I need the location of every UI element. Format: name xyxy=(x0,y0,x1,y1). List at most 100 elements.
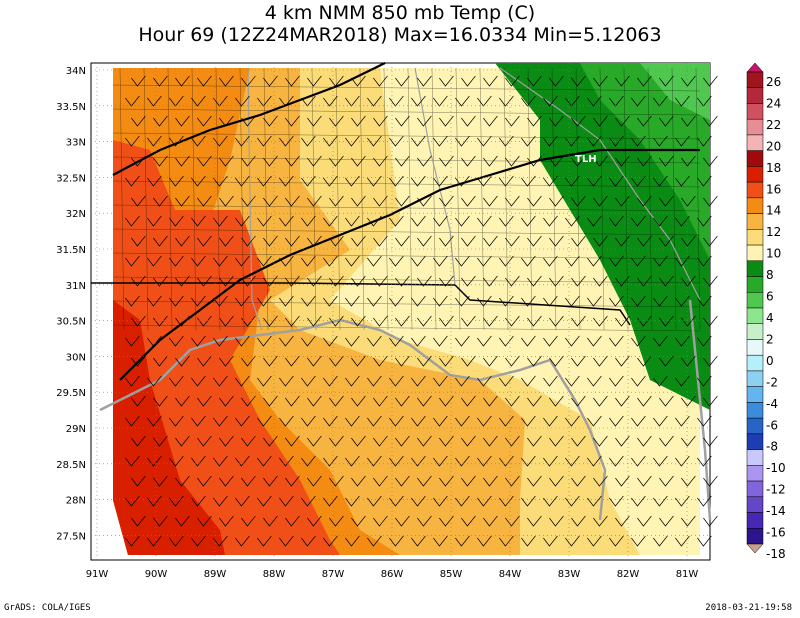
wind-barb xyxy=(681,195,696,207)
wind-barb xyxy=(521,135,536,147)
wind-barb xyxy=(571,435,586,447)
wind-barb xyxy=(461,195,476,207)
colorbar-bottom-arrow xyxy=(746,543,764,554)
wind-barb xyxy=(455,375,470,387)
wind-barb xyxy=(307,395,322,407)
wind-barb xyxy=(219,515,234,527)
wind-barb xyxy=(593,115,608,127)
wind-barb xyxy=(549,435,564,447)
wind-barb xyxy=(285,75,300,87)
colorbar-segment xyxy=(746,402,764,419)
wind-barb xyxy=(681,475,696,487)
wind-barb xyxy=(279,295,294,307)
wind-barb xyxy=(505,195,520,207)
wind-barb xyxy=(681,75,696,87)
wind-barb xyxy=(565,295,580,307)
wind-barb xyxy=(351,435,366,447)
wind-barb xyxy=(301,135,316,147)
wind-barb xyxy=(609,455,624,467)
wind-barb xyxy=(263,155,278,167)
colorbar-label: 2 xyxy=(766,332,774,346)
wind-barb xyxy=(703,475,718,487)
wind-barb xyxy=(235,175,250,187)
wind-barb xyxy=(653,495,668,507)
wind-barb xyxy=(505,115,520,127)
highway-line-central xyxy=(119,148,700,381)
colorbar-segment xyxy=(746,307,764,324)
wind-barb xyxy=(461,355,476,367)
county-line xyxy=(143,67,149,331)
wind-barb xyxy=(395,75,410,87)
wind-barb xyxy=(367,455,382,467)
wind-barb xyxy=(257,415,272,427)
wind-barb xyxy=(499,95,514,107)
wind-barb xyxy=(411,95,426,107)
wind-barb xyxy=(197,395,212,407)
wind-barb xyxy=(521,535,536,547)
wind-barb xyxy=(197,355,212,367)
wind-barb xyxy=(637,515,652,527)
colorbar-label: 6 xyxy=(766,290,774,304)
wind-barb xyxy=(389,455,404,467)
wind-barb xyxy=(571,75,586,87)
county-line xyxy=(671,67,677,331)
wind-barb xyxy=(505,155,520,167)
wind-barb xyxy=(587,175,602,187)
colorbar-segment xyxy=(746,386,764,403)
wind-barb xyxy=(417,275,432,287)
wind-barb xyxy=(389,135,404,147)
wind-barb xyxy=(659,275,674,287)
wind-barb xyxy=(241,275,256,287)
wind-barb xyxy=(697,215,712,227)
wind-barb xyxy=(653,535,668,547)
wind-barb xyxy=(257,535,272,547)
lon-label: 87W xyxy=(322,569,345,580)
county-line xyxy=(455,67,461,331)
wind-barb xyxy=(637,75,652,87)
lat-label: 30.5N xyxy=(56,317,86,328)
wind-barb xyxy=(285,235,300,247)
wind-barb xyxy=(147,455,162,467)
county-line xyxy=(112,84,701,92)
wind-barb xyxy=(527,235,542,247)
wind-barb xyxy=(219,155,234,167)
wind-barb xyxy=(593,435,608,447)
wind-barb xyxy=(703,115,718,127)
wind-barb xyxy=(659,195,674,207)
wind-barb xyxy=(631,255,646,267)
county-line xyxy=(647,67,653,331)
wind-barb xyxy=(373,395,388,407)
wind-barb xyxy=(257,175,272,187)
wind-barb xyxy=(279,455,294,467)
wind-barb xyxy=(131,75,146,87)
wind-barb xyxy=(543,375,558,387)
wind-barb xyxy=(521,415,536,427)
wind-barb xyxy=(367,175,382,187)
colorbar-segment xyxy=(746,480,764,498)
wind-barb xyxy=(175,275,190,287)
latitude-axis-labels: 34N 33.5N 33N 32.5N 32N 31.5N 31N 30.5N 30N 29.5N… xyxy=(56,66,86,542)
wind-barb xyxy=(197,115,212,127)
wind-barb xyxy=(329,115,344,127)
wind-barb xyxy=(279,95,294,107)
wind-barb xyxy=(593,235,608,247)
wind-barb xyxy=(213,255,228,267)
wind-barb xyxy=(461,395,476,407)
wind-barb xyxy=(169,535,184,547)
wind-barb xyxy=(147,535,162,547)
wind-barb xyxy=(499,495,514,507)
wind-barb xyxy=(477,215,492,227)
wind-barb xyxy=(153,75,168,87)
wind-barb xyxy=(703,275,718,287)
wind-barb xyxy=(279,415,294,427)
wind-barb xyxy=(301,335,316,347)
wind-barb xyxy=(301,535,316,547)
wind-barb xyxy=(697,455,712,467)
wind-barb xyxy=(653,135,668,147)
colorbar-label: 18 xyxy=(766,161,781,175)
colorbar-label: -14 xyxy=(766,504,786,518)
wind-barb xyxy=(703,155,718,167)
wind-barb xyxy=(241,475,256,487)
county-line xyxy=(335,67,341,331)
wind-barb xyxy=(565,135,580,147)
